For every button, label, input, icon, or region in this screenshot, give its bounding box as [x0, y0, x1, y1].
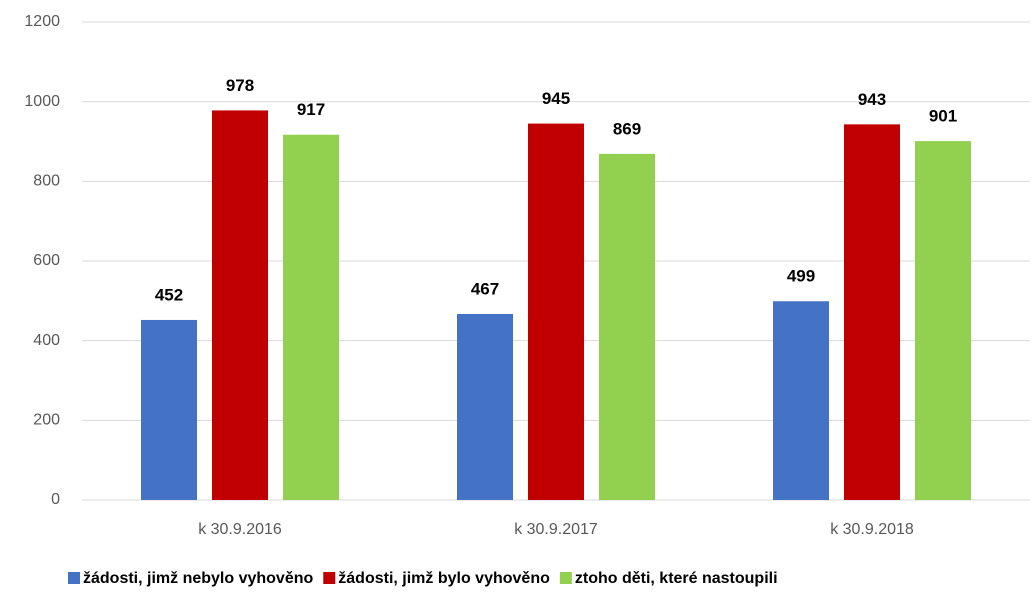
value-label: 499 [787, 267, 815, 286]
x-tick-label: k 30.9.2017 [514, 521, 598, 538]
y-tick-label: 200 [33, 412, 60, 429]
legend-swatch [68, 572, 80, 584]
y-tick-label: 1000 [24, 93, 60, 110]
bar [844, 124, 900, 500]
bar [773, 301, 829, 500]
x-tick-label: k 30.9.2016 [198, 521, 282, 538]
y-tick-label: 800 [33, 173, 60, 190]
value-label: 869 [613, 119, 641, 138]
legend-label: žádosti, jimž bylo vyhověno [338, 570, 550, 587]
x-tick-label: k 30.9.2018 [830, 521, 914, 538]
y-tick-label: 1200 [24, 13, 60, 30]
bar [915, 141, 971, 500]
value-label: 917 [297, 100, 325, 119]
value-label: 943 [858, 90, 886, 109]
legend-label: žádosti, jimž nebylo vyhověno [83, 570, 313, 587]
bar [141, 319, 197, 500]
y-tick-label: 0 [51, 491, 60, 508]
y-tick-label: 600 [33, 252, 60, 269]
value-label: 945 [542, 89, 570, 108]
value-label: 978 [226, 76, 254, 95]
bar [528, 123, 584, 500]
y-tick-label: 400 [33, 332, 60, 349]
bar [457, 313, 513, 500]
value-label: 467 [471, 279, 499, 298]
legend-swatch [323, 572, 336, 584]
bar [212, 110, 268, 501]
legend-swatch [559, 572, 572, 584]
value-label: 452 [155, 285, 183, 304]
legend-label: ztoho děti, které nastoupili [575, 570, 778, 587]
bar [599, 153, 655, 500]
value-label: 901 [929, 107, 957, 126]
bar [283, 134, 339, 500]
